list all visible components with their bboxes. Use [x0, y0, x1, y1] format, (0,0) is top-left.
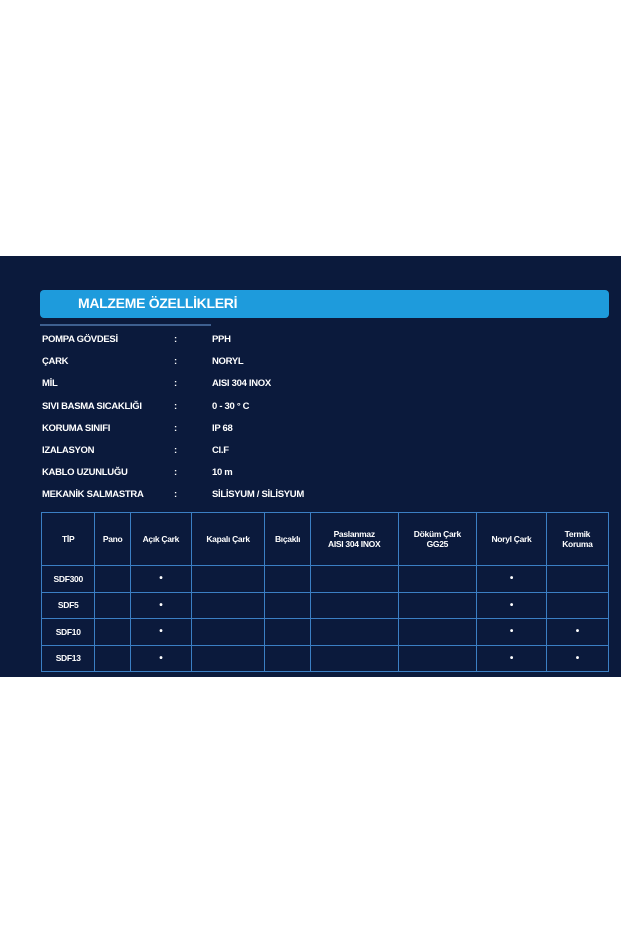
model-name-cell: SDF10	[40, 618, 96, 646]
spec-list: POMPA GÖVDESİ: PPH ÇARK: NORYL MİL: AISI 304 …	[42, 334, 442, 512]
spec-value: SİLİSYUM / SİLİSYUM	[212, 489, 304, 501]
feature-cell	[545, 591, 610, 619]
spec-row: POMPA GÖVDESİ: PPH	[42, 334, 442, 356]
spec-label: IZALASYON	[42, 444, 95, 456]
feature-cell	[397, 618, 478, 646]
feature-cell: •	[129, 591, 192, 619]
spec-row: MİL: AISI 304 INOX	[42, 378, 442, 400]
feature-cell: •	[129, 618, 192, 646]
feature-cell	[397, 591, 478, 619]
spec-label: ÇARK	[42, 356, 69, 368]
feature-cell	[309, 591, 399, 619]
feature-cell	[190, 591, 266, 619]
spec-label: SIVI BASMA SICAKLIĞI	[42, 400, 142, 412]
spec-separator: :	[174, 422, 177, 434]
feature-cell: •	[476, 565, 547, 593]
divider	[40, 324, 211, 326]
column-header: Noryl Çark	[476, 512, 547, 566]
feature-cell	[190, 618, 266, 646]
feature-cell	[309, 565, 399, 593]
spec-value: AISI 304 INOX	[212, 378, 271, 390]
spec-row: KABLO UZUNLUĞU: 10 m	[42, 467, 442, 489]
feature-cell: •	[545, 618, 610, 646]
feature-cell	[94, 644, 131, 672]
spec-label: KORUMA SINIFI	[42, 422, 111, 434]
model-name-cell: SDF5	[40, 591, 96, 619]
spec-value: 10 m	[212, 467, 233, 479]
feature-cell: •	[476, 644, 547, 672]
feature-cell: •	[129, 644, 192, 672]
column-header: Döküm Çark GG25	[397, 512, 478, 566]
feature-cell	[397, 644, 478, 672]
feature-cell	[264, 618, 311, 646]
spec-row: IZALASYON: CI.F	[42, 445, 442, 467]
column-header: Paslanmaz AISI 304 INOX	[309, 512, 399, 566]
spec-separator: :	[174, 444, 177, 456]
spec-value: NORYL	[212, 356, 244, 368]
feature-cell	[545, 565, 610, 593]
column-header: Bıçaklı	[264, 512, 311, 566]
model-name-cell: SDF13	[40, 644, 96, 672]
spec-row: MEKANİK SALMASTRA: SİLİSYUM / SİLİSYUM	[42, 489, 442, 511]
feature-cell	[397, 565, 478, 593]
column-header: TİP	[40, 512, 96, 566]
spec-row: SIVI BASMA SICAKLIĞI: 0 - 30 ° C	[42, 401, 442, 423]
spec-separator: :	[174, 400, 177, 412]
feature-cell: •	[545, 644, 610, 672]
feature-cell	[94, 591, 131, 619]
spec-value: 0 - 30 ° C	[212, 400, 250, 412]
table-row: SDF300 • •	[40, 565, 610, 593]
spec-value: PPH	[212, 334, 231, 345]
feature-cell	[309, 644, 399, 672]
spec-label: KABLO UZUNLUĞU	[42, 467, 128, 479]
section-header: MALZEME ÖZELLİKLERİ	[40, 290, 609, 318]
model-name-cell: SDF300	[40, 565, 96, 593]
spec-separator: :	[174, 378, 177, 390]
feature-cell	[94, 565, 131, 593]
table-header-row: TİP Pano Açık Çark Kapalı Çark Bıçaklı Paslan…	[40, 512, 610, 566]
feature-cell	[190, 644, 266, 672]
spec-separator: :	[174, 334, 177, 345]
feature-cell: •	[129, 565, 192, 593]
spec-label: MİL	[42, 378, 58, 390]
feature-cell	[264, 591, 311, 619]
spec-label: POMPA GÖVDESİ	[42, 334, 118, 345]
spec-row: KORUMA SINIFI: IP 68	[42, 423, 442, 445]
feature-cell	[264, 644, 311, 672]
spec-value: IP 68	[212, 422, 233, 434]
spec-separator: :	[174, 467, 177, 479]
spec-value: CI.F	[212, 444, 229, 456]
table-row: SDF5 • •	[40, 591, 610, 619]
feature-cell	[309, 618, 399, 646]
model-feature-table: TİP Pano Açık Çark Kapalı Çark Bıçaklı Paslan…	[40, 512, 610, 672]
feature-cell: •	[476, 591, 547, 619]
column-header: Kapalı Çark	[190, 512, 266, 566]
feature-cell	[190, 565, 266, 593]
table-row: SDF10 • • •	[40, 618, 610, 646]
spec-label: MEKANİK SALMASTRA	[42, 489, 144, 501]
feature-cell	[94, 618, 131, 646]
column-header: Açık Çark	[129, 512, 192, 566]
column-header: Termik Koruma	[545, 512, 610, 566]
spec-row: ÇARK: NORYL	[42, 356, 442, 378]
spec-separator: :	[174, 356, 177, 368]
section-title: MALZEME ÖZELLİKLERİ	[78, 295, 238, 311]
table-row: SDF13 • • •	[40, 644, 610, 672]
spec-separator: :	[174, 489, 177, 501]
feature-cell	[264, 565, 311, 593]
feature-cell: •	[476, 618, 547, 646]
column-header: Pano	[94, 512, 131, 566]
